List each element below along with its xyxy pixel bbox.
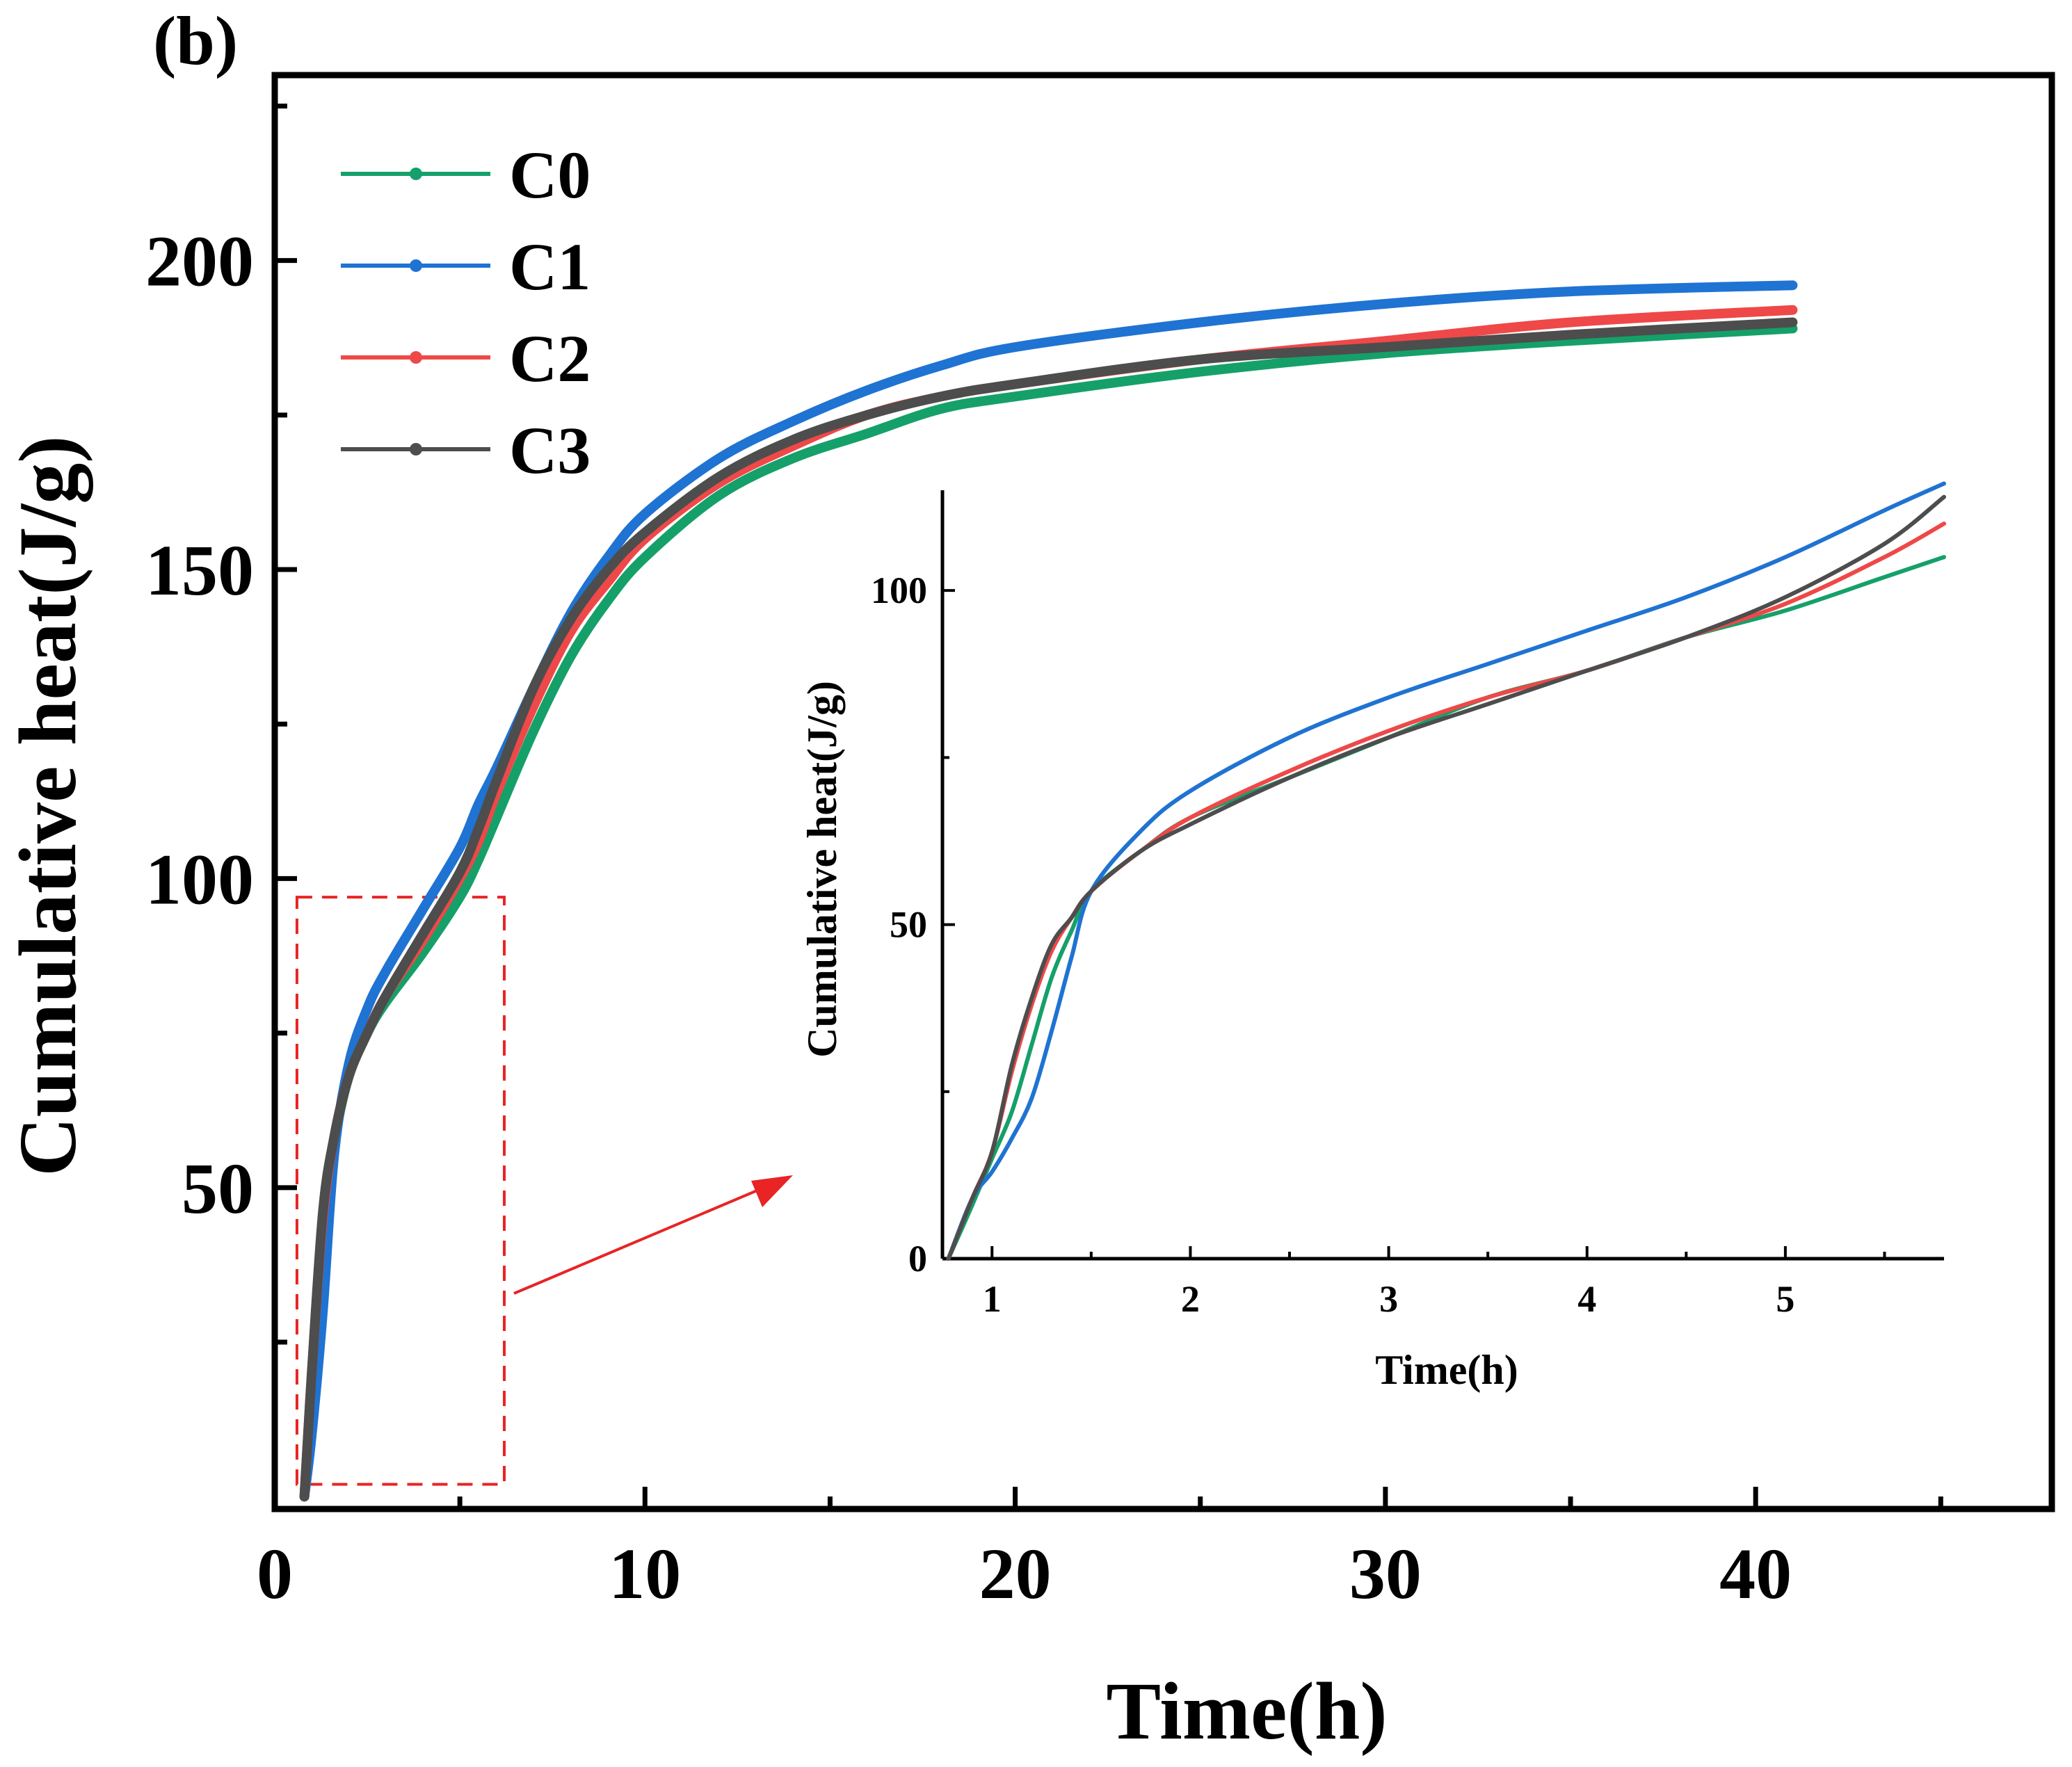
legend-item-C2: C2 <box>341 321 591 396</box>
legend-item-C3: C3 <box>341 413 591 487</box>
legend-marker <box>410 351 422 364</box>
inset-y-tick-label: 0 <box>908 1238 927 1280</box>
legend-item-C1: C1 <box>341 229 591 304</box>
main-x-ticks: 0 10 20 30 40 <box>257 1487 1943 1614</box>
legend-marker <box>410 443 422 455</box>
zoom-region-box <box>295 896 506 1486</box>
y-tick-label: 150 <box>145 531 254 611</box>
x-tick-label: 10 <box>609 1534 681 1614</box>
inset-series-line-C3 <box>946 494 1946 1261</box>
inset-x-tick-label: 3 <box>1379 1278 1398 1320</box>
series-line-C3 <box>299 317 1798 1502</box>
main-y-ticks: 50 100 150 200 <box>145 103 297 1345</box>
x-tick-label: 0 <box>257 1534 293 1614</box>
inset-y-tick-label: 100 <box>871 570 927 611</box>
main-series <box>299 280 1798 1502</box>
y-tick-label: 50 <box>182 1149 254 1229</box>
legend-label: C2 <box>509 321 591 396</box>
inset-y-ticks: 0 50 100 <box>871 570 955 1280</box>
inset-y-axis-title: Cumulative heat(J/g) <box>799 681 845 1058</box>
legend-label: C3 <box>509 413 591 487</box>
panel-label: (b) <box>153 2 238 79</box>
legend-marker <box>410 259 422 272</box>
zoom-arrow-line <box>513 1182 774 1295</box>
legend: C0 C1 C2 C3 <box>341 138 591 487</box>
x-axis-title: Time(h) <box>1106 1665 1387 1757</box>
main-plot-frame <box>271 72 2055 1512</box>
x-tick-label: 20 <box>979 1534 1052 1614</box>
legend-item-C0: C0 <box>341 138 591 212</box>
inset-y-tick-label: 50 <box>890 904 927 946</box>
x-tick-label: 30 <box>1349 1534 1422 1614</box>
inset-x-axis-title: Time(h) <box>1375 1347 1518 1393</box>
y-tick-label: 100 <box>145 839 254 919</box>
inset-x-tick-label: 5 <box>1776 1278 1794 1320</box>
inset-x-tick-label: 4 <box>1577 1278 1596 1320</box>
inset-x-tick-label: 2 <box>1181 1278 1200 1320</box>
y-axis-title: Cumulative heat(J/g) <box>2 435 93 1176</box>
x-tick-label: 40 <box>1719 1534 1792 1614</box>
zoom-arrow-head <box>751 1175 793 1207</box>
inset-series-line-C1 <box>946 481 1946 1261</box>
inset-x-tick-label: 1 <box>983 1278 1002 1320</box>
y-tick-label: 200 <box>145 222 254 302</box>
legend-label: C1 <box>509 229 591 304</box>
legend-marker <box>410 168 422 180</box>
inset-background <box>942 483 1951 1266</box>
legend-label: C0 <box>509 138 591 212</box>
inset-x-ticks: 1 2 3 4 5 <box>983 1246 1886 1320</box>
inset-series <box>946 481 1946 1261</box>
